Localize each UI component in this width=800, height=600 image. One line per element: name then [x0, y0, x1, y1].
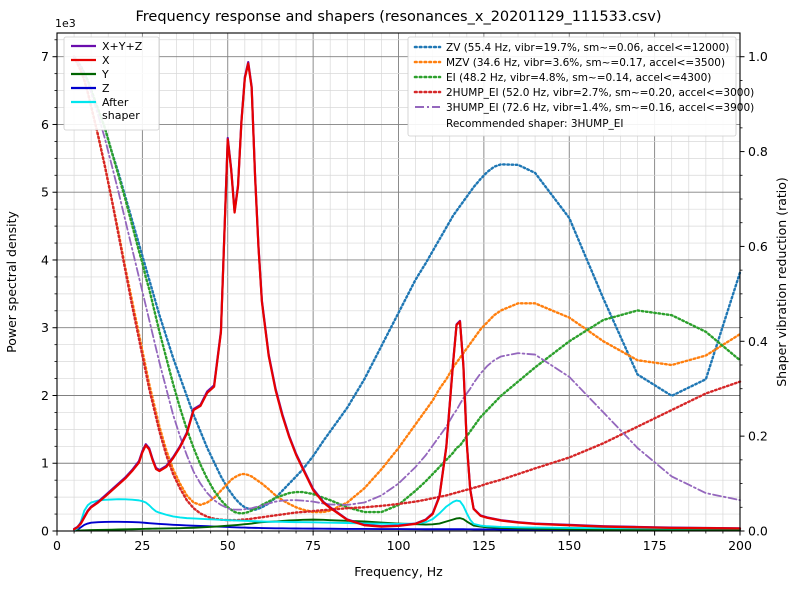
data-series-layer [72, 55, 742, 532]
legend-shaper-label: MZV (34.6 Hz, vibr=3.6%, sm~=0.17, accel… [446, 57, 725, 69]
y-right-tick-label: 0.8 [748, 144, 768, 159]
y-axis-label-right: Shaper vibration reduction (ratio) [774, 177, 789, 387]
psd-curve-after-shaper [73, 498, 741, 532]
x-tick-label: 25 [134, 538, 150, 553]
legend-shaper-label: 2HUMP_EI (52.0 Hz, vibr=2.7%, sm~=0.20, … [446, 87, 754, 99]
axes-layer [52, 32, 745, 536]
shaper-curve-3hump_ei [73, 55, 741, 511]
legend-psd-item-y[interactable]: Y [71, 68, 109, 81]
shaper-curve-2hump_ei [72, 55, 742, 522]
x-axis-label: Frequency, Hz [354, 564, 443, 579]
legend-shaper-label: EI (48.2 Hz, vibr=4.8%, sm~=0.14, accel<… [446, 72, 711, 84]
x-tick-label: 75 [305, 538, 321, 553]
legend-psd-label: After [102, 96, 129, 109]
legend-shaper-item-2hump_ei[interactable]: 2HUMP_EI (52.0 Hz, vibr=2.7%, sm~=0.20, … [413, 87, 754, 99]
y-left-tick-label: 3 [41, 320, 49, 335]
y-left-tick-label: 4 [41, 252, 49, 267]
x-tick-label: 200 [728, 538, 752, 553]
y-left-tick-label: 7 [41, 49, 49, 64]
y-axis-label-left: Power spectral density [4, 211, 19, 353]
legend-shaper-item-mzv[interactable]: MZV (34.6 Hz, vibr=3.6%, sm~=0.17, accel… [413, 57, 725, 69]
legend-psd-label: Z [102, 82, 110, 95]
legend-psd-label: shaper [102, 109, 140, 122]
axis-labels-layer: 0 25 50 75 100 125 150 175 200 0 1 2 3 4 5 6 7 0.0 0.2 0.4 0… [4, 9, 789, 579]
legend-shaper-label: 3HUMP_EI (72.6 Hz, vibr=1.4%, sm~=0.16, … [446, 102, 754, 114]
legend-shaper-label: ZV (55.4 Hz, vibr=19.7%, sm~=0.06, accel… [446, 42, 729, 54]
legend-psd-label: X+Y+Z [102, 40, 143, 53]
legend-psd-item-x[interactable]: X [71, 54, 110, 67]
y-right-tick-label: 0.0 [748, 524, 768, 539]
y-left-tick-label: 0 [41, 524, 49, 539]
legend-shapers-box [407, 36, 737, 137]
legend-psd-item-z[interactable]: Z [71, 82, 110, 95]
shaper-curve-zv [72, 55, 742, 511]
y-left-tick-label: 5 [41, 185, 49, 200]
x-tick-label: 175 [643, 538, 667, 553]
y-right-tick-label: 1.0 [748, 49, 768, 64]
x-tick-label: 100 [387, 538, 411, 553]
x-tick-label: 50 [220, 538, 236, 553]
y-left-tick-label: 1 [41, 456, 49, 471]
legend-shaper-item-zv[interactable]: ZV (55.4 Hz, vibr=19.7%, sm~=0.06, accel… [413, 42, 729, 54]
chart-title: Frequency response and shapers (resonanc… [136, 9, 662, 25]
x-tick-label: 150 [557, 538, 581, 553]
x-tick-label: 0 [53, 538, 61, 553]
x-tick-label: 125 [472, 538, 496, 553]
psd-curve-x [72, 62, 742, 531]
y-left-tick-label: 2 [41, 388, 49, 403]
y-right-tick-label: 0.6 [748, 239, 768, 254]
legend-psd-item-x-y-z[interactable]: X+Y+Z [71, 40, 143, 53]
recommended-shaper-text: Recommended shaper: 3HUMP_EI [446, 118, 624, 130]
legend-shaper-item-3hump_ei[interactable]: 3HUMP_EI (72.6 Hz, vibr=1.4%, sm~=0.16, … [415, 102, 754, 114]
y-left-offset-text: 1e3 [55, 17, 76, 30]
y-left-tick-label: 6 [41, 117, 49, 132]
psd-curve-z [73, 520, 741, 532]
legend-psd-label: X [102, 54, 110, 67]
legend-psd-label: Y [101, 68, 109, 81]
legend-shaper-item-ei[interactable]: EI (48.2 Hz, vibr=4.8%, sm~=0.14, accel<… [413, 72, 711, 84]
y-right-tick-label: 0.2 [748, 429, 768, 444]
y-right-tick-label: 0.4 [748, 334, 768, 349]
